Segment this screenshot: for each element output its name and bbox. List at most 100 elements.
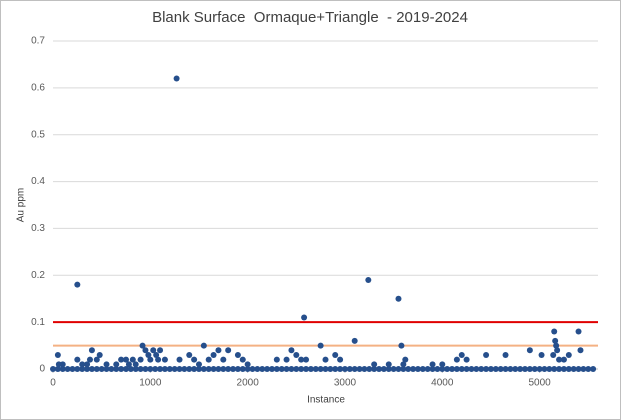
data-point [96, 351, 103, 358]
data-point [385, 361, 392, 368]
data-point [225, 347, 232, 354]
data-point [74, 356, 81, 363]
data-point [155, 356, 162, 363]
data-point [556, 366, 563, 372]
data-point [526, 366, 533, 372]
data-point [565, 351, 572, 358]
data-point [153, 351, 160, 358]
data-point [356, 366, 363, 372]
data-point [161, 356, 168, 363]
y-tick-label: 0.4 [31, 176, 45, 187]
data-point [74, 366, 81, 372]
data-point [502, 351, 509, 358]
data-point [458, 351, 465, 358]
data-point [145, 351, 152, 358]
data-point [210, 366, 217, 372]
data-point [122, 366, 129, 372]
data-point [341, 366, 348, 372]
x-tick-label: 0 [50, 378, 56, 389]
data-point [69, 366, 76, 372]
data-point [293, 366, 300, 372]
data-point [132, 361, 139, 368]
data-point [575, 366, 582, 372]
data-point [86, 356, 93, 363]
y-tick-label: 0.1 [31, 317, 45, 328]
data-point [312, 366, 319, 372]
y-tick-label: 0.3 [31, 223, 45, 234]
data-point [322, 356, 329, 363]
data-point [88, 347, 95, 354]
data-point [410, 366, 417, 372]
data-point [351, 366, 358, 372]
data-point [176, 366, 183, 372]
data-point [434, 366, 441, 372]
data-point [444, 366, 451, 372]
data-point [103, 361, 110, 368]
data-point [200, 342, 207, 349]
data-point [215, 366, 222, 372]
data-point [385, 366, 392, 372]
data-point [560, 356, 567, 363]
data-point [492, 366, 499, 372]
data-point [139, 342, 146, 349]
data-point [332, 351, 339, 358]
data-point [220, 356, 227, 363]
data-point [195, 361, 202, 368]
data-point [556, 356, 563, 363]
data-point [288, 366, 295, 372]
data-point [473, 366, 480, 372]
data-point [453, 356, 460, 363]
data-point [487, 366, 494, 372]
data-point [398, 342, 405, 349]
data-point [59, 361, 66, 368]
data-point [346, 366, 353, 372]
data-point [507, 366, 514, 372]
data-point [220, 366, 227, 372]
y-tick-label: 0.5 [31, 129, 45, 140]
data-point [429, 361, 436, 368]
data-point [59, 366, 66, 372]
data-point [186, 351, 193, 358]
data-point [298, 356, 305, 363]
data-point [366, 366, 373, 372]
data-point [293, 351, 300, 358]
data-point [554, 347, 561, 354]
data-point [483, 366, 490, 372]
data-point [463, 356, 470, 363]
data-point [273, 366, 280, 372]
data-point [458, 366, 465, 372]
data-point [122, 356, 129, 363]
data-point [142, 347, 149, 354]
data-point [560, 366, 567, 372]
data-point [113, 361, 120, 368]
data-point [361, 366, 368, 372]
data-point [173, 75, 180, 82]
data-point [419, 366, 426, 372]
data-point [402, 356, 409, 363]
data-point [273, 356, 280, 363]
data-point [127, 366, 134, 372]
data-point [414, 366, 421, 372]
data-point [327, 366, 334, 372]
data-point [552, 337, 559, 344]
data-point [429, 366, 436, 372]
data-point [317, 342, 324, 349]
data-point [283, 366, 290, 372]
data-point [550, 351, 557, 358]
data-point [264, 366, 271, 372]
data-point [570, 366, 577, 372]
data-point [303, 366, 310, 372]
data-point [239, 366, 246, 372]
data-point [541, 366, 548, 372]
data-point [93, 356, 100, 363]
y-tick-label: 0.7 [31, 36, 45, 47]
data-point [249, 366, 256, 372]
x-axis-title: Instance [307, 395, 345, 406]
data-point [64, 366, 71, 372]
data-point [93, 366, 100, 372]
data-point [483, 351, 490, 358]
data-point [288, 347, 295, 354]
data-point [129, 356, 136, 363]
